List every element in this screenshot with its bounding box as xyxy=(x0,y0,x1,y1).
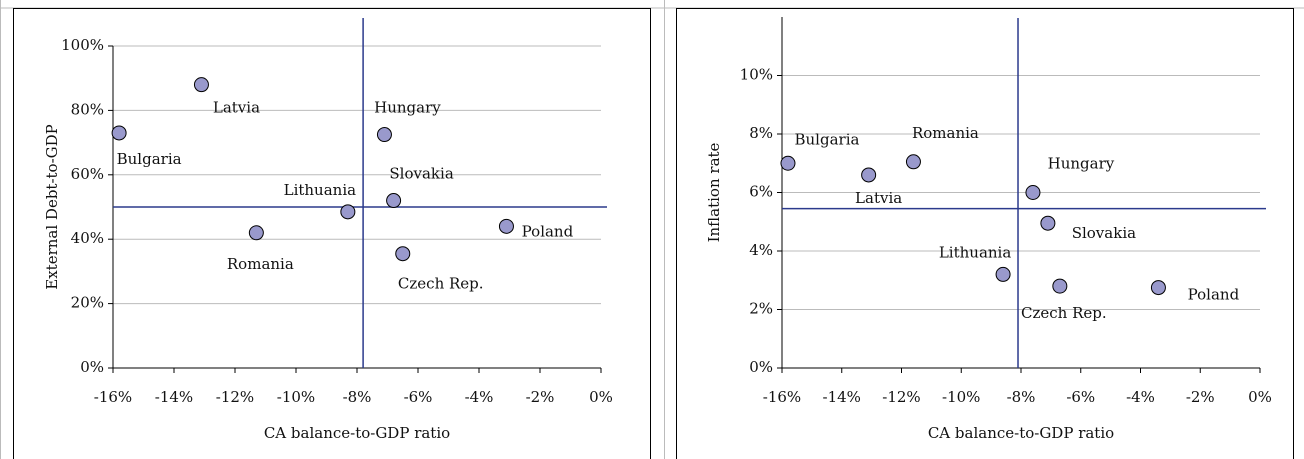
x-tick-label: 0% xyxy=(1248,388,1272,406)
y-tick-label: 2% xyxy=(749,300,773,318)
point xyxy=(193,77,209,93)
point-label: Romania xyxy=(227,255,294,273)
point-label: Czech Rep. xyxy=(1021,304,1107,322)
point xyxy=(498,218,514,234)
point xyxy=(861,167,877,183)
y-tick-label: 20% xyxy=(71,294,104,312)
point xyxy=(1150,280,1166,296)
point-label: Slovakia xyxy=(1072,224,1136,242)
y-tick-label: 8% xyxy=(749,124,773,142)
y-axis-title: Inflation rate xyxy=(705,142,723,242)
panel-border xyxy=(676,8,1294,459)
x-tick-label: -16% xyxy=(94,388,132,406)
x-tick-label: -14% xyxy=(155,388,193,406)
point xyxy=(248,225,264,241)
panel-border xyxy=(13,8,651,459)
x-tick-label: -8% xyxy=(343,388,372,406)
x-tick-label: -4% xyxy=(1126,388,1155,406)
x-tick-label: -12% xyxy=(882,388,920,406)
x-axis-title: CA balance-to-GDP ratio xyxy=(928,424,1114,442)
x-tick-label: -10% xyxy=(277,388,315,406)
y-axis-title: External Debt-to-GDP xyxy=(43,124,61,289)
y-tick-label: 100% xyxy=(61,36,104,54)
y-tick-label: 4% xyxy=(749,241,773,259)
point xyxy=(780,155,796,171)
point-label: Hungary xyxy=(1048,155,1115,173)
y-tick-label: 0% xyxy=(749,358,773,376)
point-label: Bulgaria xyxy=(117,150,182,168)
point xyxy=(376,127,392,143)
point-label: Hungary xyxy=(374,99,441,117)
point xyxy=(1040,215,1056,231)
point-label: Romania xyxy=(912,124,979,142)
point xyxy=(905,154,921,170)
x-tick-label: -16% xyxy=(763,388,801,406)
x-tick-label: -6% xyxy=(1066,388,1095,406)
point-label: Lithuania xyxy=(284,181,357,199)
y-tick-label: 40% xyxy=(71,229,104,247)
point-label: Slovakia xyxy=(389,165,453,183)
x-tick-label: -2% xyxy=(526,388,555,406)
point-label: Poland xyxy=(522,222,574,240)
y-tick-label: 60% xyxy=(71,165,104,183)
y-tick-label: 80% xyxy=(71,100,104,118)
point xyxy=(1052,278,1068,294)
x-tick-label: -2% xyxy=(1186,388,1215,406)
point xyxy=(395,246,411,262)
point xyxy=(386,193,402,209)
y-tick-label: 6% xyxy=(749,183,773,201)
y-tick-label: 10% xyxy=(740,66,773,84)
x-tick-label: -12% xyxy=(216,388,254,406)
x-axis-title: CA balance-to-GDP ratio xyxy=(264,424,450,442)
x-tick-label: -14% xyxy=(823,388,861,406)
x-tick-label: -10% xyxy=(942,388,980,406)
point-label: Latvia xyxy=(213,99,260,117)
point-label: Czech Rep. xyxy=(398,275,484,293)
x-tick-label: 0% xyxy=(589,388,613,406)
point-label: Lithuania xyxy=(939,243,1012,261)
point-label: Latvia xyxy=(855,189,902,207)
point xyxy=(111,125,127,141)
y-tick-label: 0% xyxy=(80,358,104,376)
x-tick-label: -6% xyxy=(404,388,433,406)
point-label: Poland xyxy=(1188,286,1240,304)
point-label: Bulgaria xyxy=(795,130,860,148)
x-tick-label: -4% xyxy=(465,388,494,406)
point xyxy=(1025,185,1041,200)
point xyxy=(995,266,1011,282)
point xyxy=(340,204,356,220)
x-tick-label: -8% xyxy=(1007,388,1036,406)
